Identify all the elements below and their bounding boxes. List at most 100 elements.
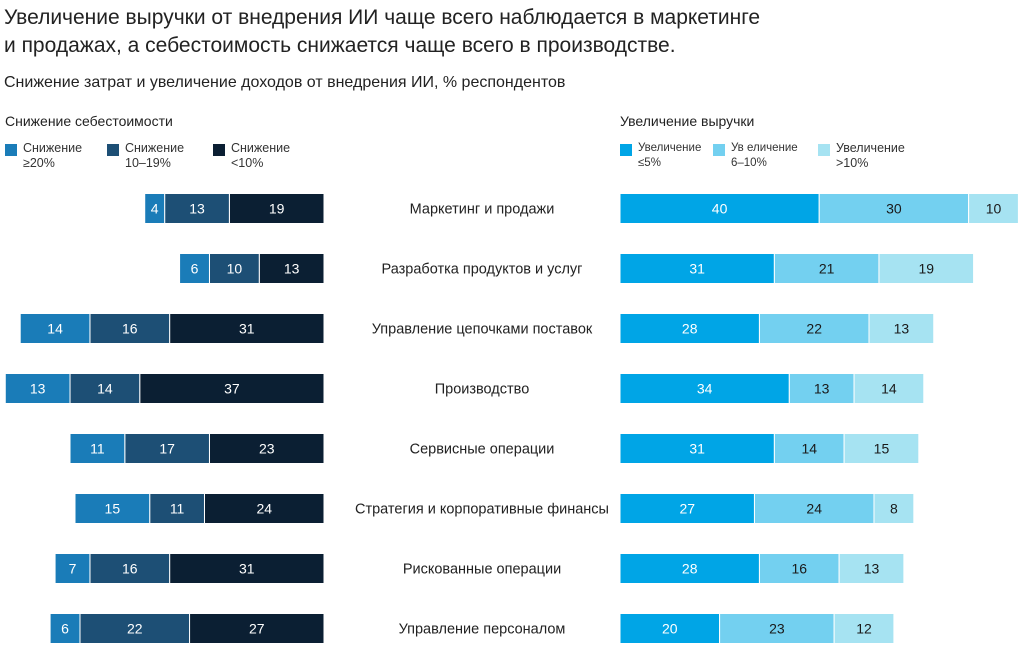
bar-value-label: 22: [127, 621, 143, 637]
bar-revenue-rev-le5: [619, 553, 760, 584]
bar-cost-cost-lt10: [139, 373, 325, 404]
legend-item-rev-gt10: Увеличение >10%: [818, 141, 905, 171]
bar-cost-cost-ge20: [69, 433, 126, 464]
bar-cost-cost-ge20: [54, 553, 91, 584]
bar-value-label: 16: [122, 321, 138, 337]
bar-value-label: 21: [819, 261, 835, 277]
legend-swatch-cost-lt10: [213, 144, 225, 156]
bar-value-label: 31: [239, 561, 255, 577]
bar-value-label: 17: [159, 441, 175, 457]
bar-value-label: 14: [881, 381, 897, 397]
bar-value-label: 40: [712, 201, 728, 217]
bar-cost-cost-lt10: [208, 433, 325, 464]
bar-cost-cost-lt10: [169, 553, 325, 584]
category-label: Рискованные операции: [403, 562, 561, 578]
legend-item-cost-10-19: Снижение 10–19%: [107, 141, 184, 171]
bar-value-label: 11: [170, 501, 185, 517]
bar-value-label: 23: [259, 441, 275, 457]
bar-value-label: 24: [806, 501, 822, 517]
bar-value-label: 6: [191, 261, 199, 277]
bar-value-label: 31: [239, 321, 255, 337]
bar-cost-cost-10-19: [79, 613, 191, 644]
bar-revenue-rev-gt10: [853, 373, 925, 404]
bar-value-label: 24: [256, 501, 272, 517]
bar-value-label: 16: [791, 561, 807, 577]
bar-revenue-rev-gt10: [833, 613, 895, 644]
bar-revenue-rev-6-10: [758, 553, 840, 584]
bar-cost-cost-lt10: [203, 493, 325, 524]
bar-value-label: 34: [697, 381, 713, 397]
bar-revenue-rev-gt10: [873, 493, 915, 524]
revenue-legend: Увеличение ≤5% Ув еличение 6–10% Увеличени…: [620, 141, 940, 175]
bar-cost-cost-10-19: [208, 253, 260, 284]
bar-value-label: 13: [814, 381, 830, 397]
chart-subtitle: Снижение затрат и увеличение доходов от …: [4, 74, 566, 91]
legend-swatch-rev-le5: [620, 144, 632, 156]
cost-panel-title: Снижение себестоимости: [5, 113, 173, 129]
legend-label-cost-lt10: Снижение <10%: [231, 141, 291, 170]
bar-cost-cost-ge20: [4, 373, 71, 404]
chart-title-line-2: и продажах, а себестоимость снижается ча…: [4, 34, 676, 57]
bar-revenue-rev-le5: [619, 613, 721, 644]
bar-cost-cost-10-19: [149, 493, 205, 524]
bar-revenue-rev-6-10: [773, 253, 880, 284]
legend-label-cost-10-19: Снижение 10–19%: [125, 141, 185, 170]
bar-value-label: 12: [856, 621, 872, 637]
chart-title-line-1: Увеличение выручки от внедрения ИИ чаще …: [4, 6, 761, 29]
bar-value-label: 20: [662, 621, 678, 637]
bar-value-label: 6: [61, 621, 69, 637]
bar-value-label: 13: [189, 201, 205, 217]
bar-value-label: 13: [30, 381, 46, 397]
bar-cost-cost-lt10: [169, 313, 325, 344]
legend-swatch-cost-10-19: [107, 144, 119, 156]
bar-value-label: 13: [864, 561, 880, 577]
bar-revenue-rev-le5: [619, 433, 775, 464]
bar-value-label: 23: [769, 621, 785, 637]
bar-value-label: 14: [47, 321, 63, 337]
revenue-panel-title: Увеличение выручки: [620, 113, 755, 129]
bar-value-label: 19: [918, 261, 934, 277]
chart-title: Увеличение выручки от внедрения ИИ чаще …: [4, 4, 1014, 60]
bar-cost-cost-10-19: [164, 193, 230, 224]
bar-revenue-rev-6-10: [753, 493, 875, 524]
legend-label-cost-ge20: Снижение ≥20%: [23, 141, 83, 170]
bar-cost-cost-ge20: [19, 313, 91, 344]
category-label: Разработка продуктов и услуг: [382, 262, 583, 278]
bar-value-label: 13: [284, 261, 300, 277]
category-label: Маркетинг и продажи: [410, 202, 555, 218]
bar-revenue-rev-6-10: [758, 313, 870, 344]
bar-revenue-rev-le5: [619, 253, 775, 284]
bar-value-label: 11: [90, 441, 105, 457]
legend-label-rev-le5: Увеличение ≤5%: [638, 142, 702, 169]
bar-value-label: 13: [894, 321, 910, 337]
bar-value-label: 8: [890, 501, 898, 517]
legend-item-cost-ge20: Снижение ≥20%: [5, 141, 82, 171]
legend-label-rev-6-10: Ув еличение 6–10%: [731, 142, 798, 169]
category-label: Управление персоналом: [399, 622, 566, 638]
legend-swatch-cost-ge20: [5, 144, 17, 156]
category-label: Сервисные операции: [410, 442, 555, 458]
bar-revenue-rev-le5: [619, 193, 820, 224]
bar-cost-cost-lt10: [228, 193, 325, 224]
bar-value-label: 28: [682, 561, 698, 577]
bar-value-label: 14: [97, 381, 113, 397]
bar-cost-cost-10-19: [89, 553, 171, 584]
bar-value-label: 10: [227, 261, 243, 277]
bar-revenue-rev-6-10: [773, 433, 845, 464]
bar-cost-cost-ge20: [74, 493, 151, 524]
bar-value-label: 19: [269, 201, 285, 217]
bar-value-label: 14: [801, 441, 817, 457]
bar-value-label: 27: [679, 501, 695, 517]
legend-swatch-rev-gt10: [818, 144, 830, 156]
bar-revenue-rev-6-10: [719, 613, 835, 644]
bar-revenue-rev-6-10: [818, 193, 970, 224]
category-label: Стратегия и корпоративные финансы: [355, 502, 609, 518]
bar-value-label: 7: [69, 561, 77, 577]
bar-cost-cost-10-19: [89, 313, 171, 344]
bar-value-label: 37: [224, 381, 240, 397]
category-label: Производство: [435, 382, 530, 398]
legend-swatch-rev-6-10: [713, 144, 725, 156]
bar-value-label: 16: [122, 561, 138, 577]
bar-revenue-rev-gt10: [878, 253, 975, 284]
